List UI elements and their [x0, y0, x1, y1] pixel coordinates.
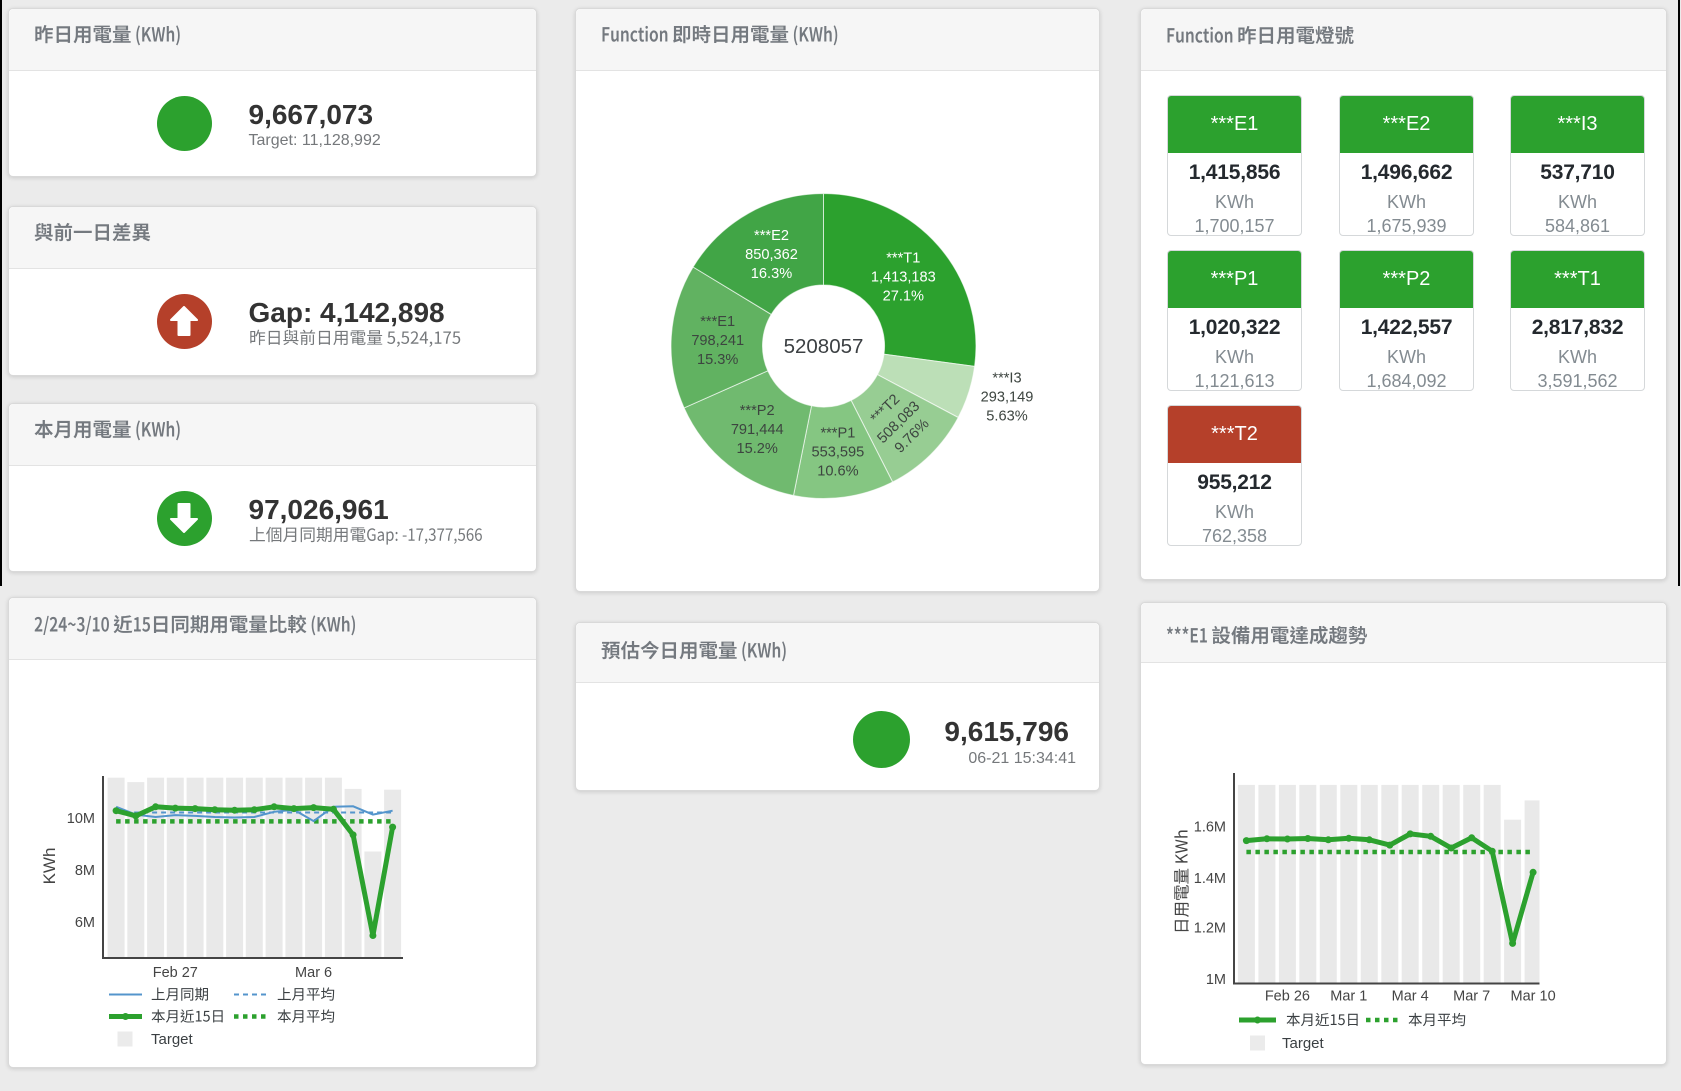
- svg-text:6M: 6M: [75, 915, 95, 931]
- svg-text:1.6M: 1.6M: [1194, 820, 1226, 836]
- svg-text:Mar 7: Mar 7: [1453, 989, 1490, 1005]
- svg-text:293,149: 293,149: [981, 390, 1034, 406]
- svg-text:798,241: 798,241: [691, 333, 744, 349]
- svg-text:15.2%: 15.2%: [737, 441, 778, 457]
- svg-text:***P2: ***P2: [740, 403, 775, 419]
- svg-text:27.1%: 27.1%: [883, 289, 924, 305]
- svg-text:8M: 8M: [75, 863, 95, 879]
- svg-text:KWh: KWh: [40, 848, 59, 885]
- svg-text:Mar 1: Mar 1: [1330, 989, 1367, 1005]
- svg-text:Target: Target: [1282, 1035, 1325, 1052]
- svg-text:850,362: 850,362: [745, 247, 798, 263]
- svg-text:Feb 26: Feb 26: [1265, 989, 1310, 1005]
- svg-text:Mar 6: Mar 6: [295, 965, 332, 981]
- svg-text:Target: Target: [151, 1031, 194, 1048]
- svg-text:16.3%: 16.3%: [751, 266, 792, 282]
- svg-text:***I3: ***I3: [992, 371, 1021, 387]
- svg-text:10.6%: 10.6%: [817, 464, 858, 480]
- svg-text:***T1: ***T1: [886, 251, 920, 267]
- svg-text:1,413,183: 1,413,183: [871, 270, 936, 286]
- svg-text:791,444: 791,444: [731, 422, 784, 438]
- svg-text:15.3%: 15.3%: [697, 352, 738, 368]
- svg-text:5208057: 5208057: [784, 335, 864, 358]
- svg-text:1.4M: 1.4M: [1194, 871, 1226, 887]
- svg-text:10M: 10M: [67, 811, 95, 827]
- svg-text:***E1: ***E1: [700, 314, 735, 330]
- svg-text:553,595: 553,595: [812, 445, 865, 461]
- svg-text:1.2M: 1.2M: [1194, 920, 1226, 936]
- svg-text:Feb 27: Feb 27: [153, 965, 198, 981]
- svg-text:1M: 1M: [1206, 972, 1226, 988]
- svg-text:5.63%: 5.63%: [986, 409, 1027, 425]
- svg-text:Mar 4: Mar 4: [1392, 989, 1429, 1005]
- svg-text:Mar 10: Mar 10: [1511, 989, 1556, 1005]
- svg-text:***E2: ***E2: [754, 228, 789, 244]
- svg-text:***P1: ***P1: [820, 426, 855, 442]
